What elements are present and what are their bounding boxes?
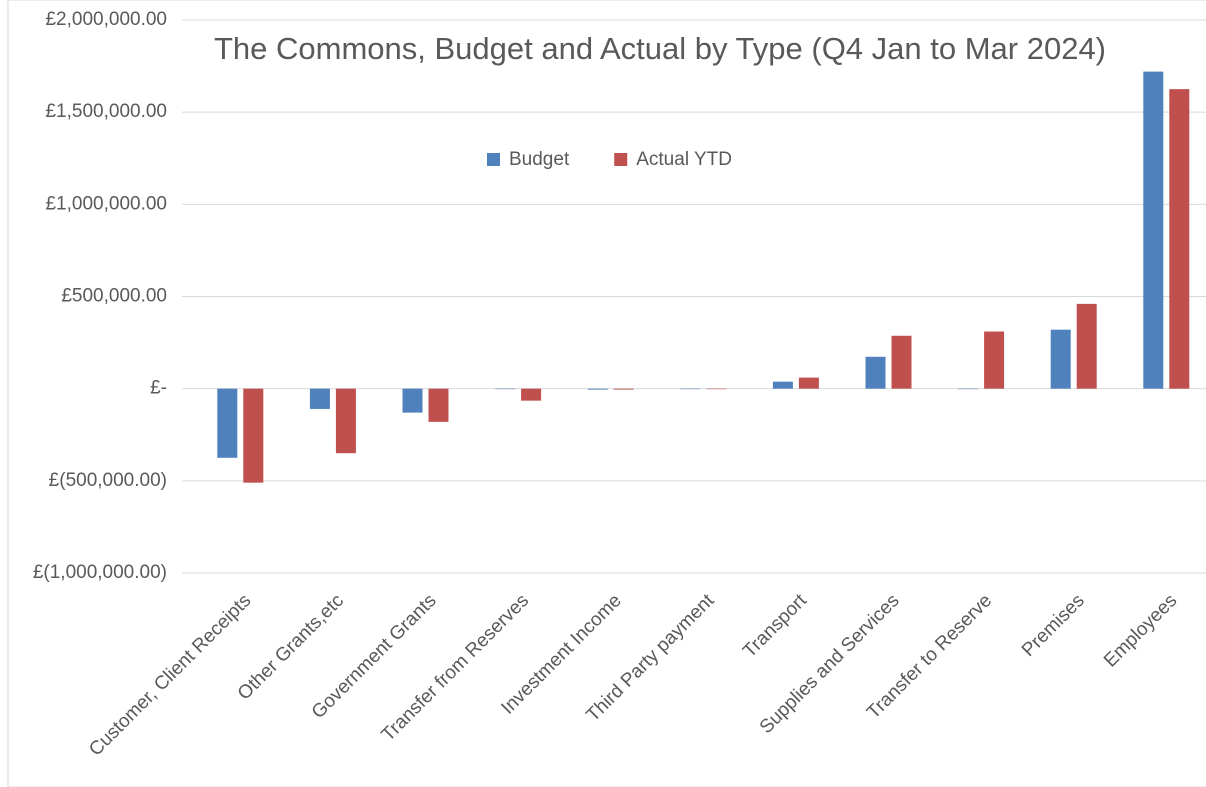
y-tick-label: £1,000,000.00: [45, 193, 167, 214]
legend-label: Budget: [509, 149, 570, 170]
y-tick-label: £1,500,000.00: [45, 101, 167, 122]
x-tick-label: Customer, Client Receipts: [85, 590, 255, 760]
bar: [309, 388, 330, 409]
bar: [217, 388, 238, 458]
bar: [1050, 329, 1071, 389]
x-tick-label: Transport: [739, 590, 811, 662]
bar: [958, 388, 979, 390]
bar: [1076, 303, 1097, 389]
bar: [428, 388, 449, 422]
bar: [772, 381, 793, 389]
x-tick-label: Employees: [1100, 590, 1181, 671]
bar: [1169, 89, 1190, 389]
bar: [891, 335, 912, 389]
bar: [798, 377, 819, 389]
bar: [984, 331, 1005, 389]
bar: [865, 356, 886, 389]
bar: [243, 388, 264, 483]
bar: [613, 388, 634, 390]
bar: [680, 388, 701, 390]
bar: [495, 388, 516, 390]
y-tick-label: £(500,000.00): [49, 470, 167, 491]
chart-border: [7, 0, 1206, 787]
legend-label: Actual YTD: [636, 149, 732, 170]
legend-swatch: [614, 153, 628, 166]
bar: [402, 388, 423, 413]
legend-swatch: [487, 153, 500, 166]
bar: [587, 388, 608, 390]
y-tick-label: £500,000.00: [61, 286, 167, 307]
x-tick-label: Premises: [1018, 590, 1089, 661]
y-tick-label: £(1,000,000.00): [33, 562, 167, 583]
bar: [335, 388, 356, 454]
bar: [706, 388, 727, 390]
bar: [1143, 71, 1164, 389]
bar: [521, 388, 542, 401]
y-tick-label: £2,000,000.00: [45, 9, 167, 30]
chart-title: The Commons, Budget and Actual by Type (…: [213, 31, 1107, 66]
y-tick-label: £-: [150, 378, 167, 399]
